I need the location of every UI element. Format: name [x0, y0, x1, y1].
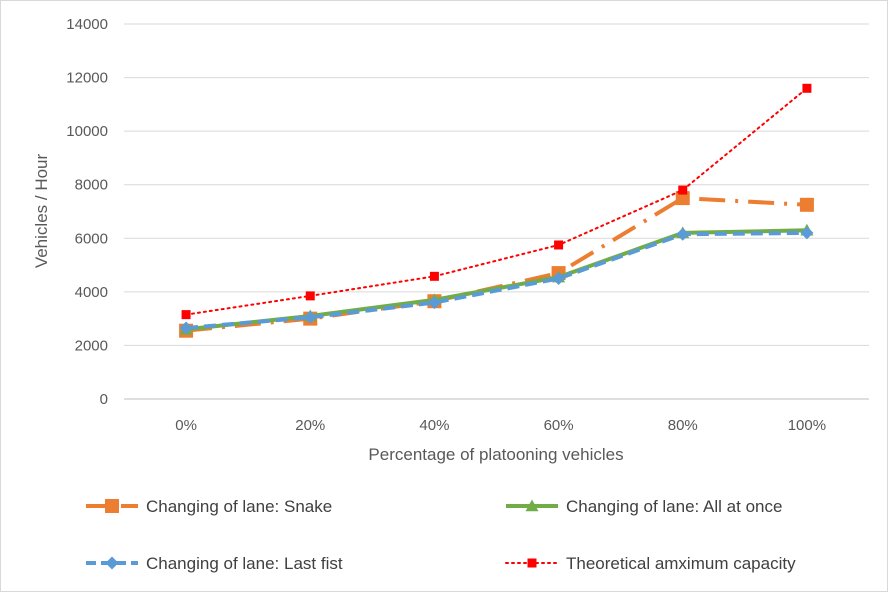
y-tick-label: 12000 — [66, 70, 108, 87]
y-tick-label: 8000 — [75, 177, 108, 194]
data-point — [802, 83, 812, 93]
legend-item: Changing of lane: All at once — [506, 497, 782, 516]
series-line — [185, 87, 808, 316]
x-tick-label: 0% — [175, 417, 197, 434]
x-axis-ticks: 0% 20% 40% 60% 80% 100% — [175, 417, 826, 434]
series-3 — [179, 226, 814, 335]
series-2 — [179, 223, 814, 335]
data-point — [675, 191, 690, 206]
legend: Changing of lane: Snake Changing of lane:… — [86, 497, 796, 573]
data-point — [554, 240, 564, 250]
legend-label: Changing of lane: Snake — [146, 497, 332, 516]
series-lines — [179, 83, 814, 338]
series-4 — [181, 83, 812, 320]
data-point — [427, 296, 441, 310]
data-point — [552, 271, 566, 285]
x-axis-title: Percentage of platooning vehicles — [368, 445, 623, 464]
y-axis-ticks: 0 2000 4000 6000 8000 10000 12000 14000 — [66, 16, 108, 408]
y-tick-label: 4000 — [75, 284, 108, 301]
y-tick-label: 14000 — [66, 16, 108, 33]
y-tick-label: 2000 — [75, 337, 108, 354]
legend-label: Changing of lane: All at once — [566, 497, 782, 516]
x-tick-label: 100% — [788, 417, 826, 434]
y-tick-label: 10000 — [66, 123, 108, 140]
data-point — [181, 310, 191, 320]
y-tick-label: 6000 — [75, 230, 108, 247]
data-point — [799, 197, 814, 212]
legend-item: Changing of lane: Snake — [86, 497, 332, 516]
data-point — [678, 185, 688, 195]
x-tick-label: 80% — [668, 417, 698, 434]
series-line — [185, 196, 808, 333]
data-point — [429, 271, 439, 281]
legend-label: Changing of lane: Last fist — [146, 554, 343, 573]
series-line — [185, 230, 807, 331]
y-axis-title: Vehicles / Hour — [32, 153, 51, 268]
x-tick-label: 60% — [544, 417, 574, 434]
x-tick-label: 20% — [295, 417, 325, 434]
x-tick-label: 40% — [419, 417, 449, 434]
data-point — [179, 321, 193, 335]
data-point — [305, 291, 315, 301]
series-line — [185, 228, 807, 332]
legend-swatch-marker — [525, 499, 539, 512]
y-tick-label: 0 — [100, 391, 108, 408]
legend-swatch-marker — [105, 499, 119, 513]
legend-swatch-marker — [105, 556, 119, 570]
legend-item: Changing of lane: Last fist — [86, 554, 343, 573]
data-point — [676, 227, 690, 241]
data-point — [800, 226, 814, 240]
gridlines — [124, 23, 869, 400]
legend-swatch-marker — [527, 558, 537, 568]
data-point — [303, 310, 317, 324]
legend-label: Theoretical amximum capacity — [566, 554, 796, 573]
series-1 — [179, 191, 814, 338]
legend-item: Theoretical amximum capacity — [505, 554, 796, 573]
